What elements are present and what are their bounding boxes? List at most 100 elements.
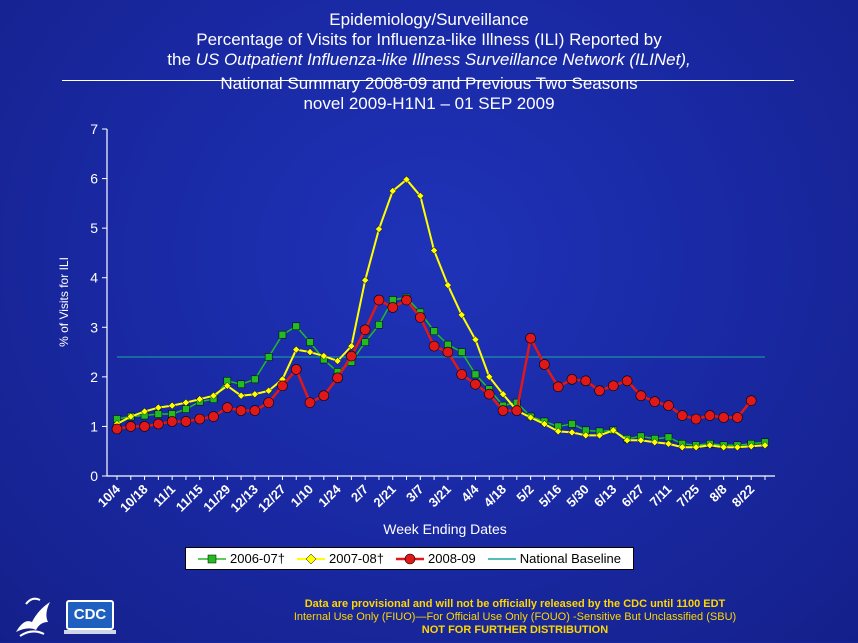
season-2006-07-point (361, 338, 369, 346)
season-2008-09-point (483, 388, 495, 400)
season-2007-08-point (182, 398, 190, 407)
chart-legend: 2006-07† 2007-08† 2008-09 National Basel… (185, 547, 634, 570)
x-tick-label: 7/25 (674, 482, 703, 511)
x-tick-label: 8/22 (729, 482, 758, 511)
season-2007-08-point (471, 335, 480, 344)
legend-item-2007-08: 2007-08† (297, 551, 384, 566)
season-2008-09-series (111, 294, 757, 435)
season-2008-09-line (116, 298, 753, 431)
season-2007-08-point (416, 192, 425, 200)
x-tick-label: 5/16 (536, 482, 565, 511)
season-2007-08-point (637, 436, 645, 445)
x-axis-title: Week Ending Dates (383, 521, 506, 537)
cdc-logo-text: CDC (66, 600, 114, 630)
x-tick-label: 3/21 (426, 482, 455, 511)
y-tick-label: 1 (90, 418, 98, 434)
footer-notice: Data are provisional and will not be off… (190, 598, 840, 637)
season-2006-07-point (251, 375, 259, 384)
season-2008-09-point (608, 380, 619, 392)
season-2008-09-point (194, 413, 206, 425)
x-tick-label: 5/2 (513, 482, 536, 505)
x-tick-label: 4/18 (481, 482, 510, 511)
season-2006-07-point (568, 420, 576, 428)
season-2007-08-point (650, 438, 659, 447)
y-tick-label: 3 (90, 319, 98, 335)
x-tick-label: 5/30 (563, 482, 592, 511)
season-2007-08-point (251, 390, 259, 399)
season-2008-09-point (139, 421, 150, 432)
season-2007-08-point (306, 348, 314, 356)
season-2008-09-point (180, 416, 192, 427)
season-2008-09-point (745, 395, 757, 406)
season-2006-07-point (430, 327, 438, 336)
x-tick-label: 3/7 (403, 482, 426, 505)
season-2007-08-point (126, 412, 135, 421)
season-2007-08-point (499, 390, 507, 399)
season-2008-09-point (277, 380, 288, 392)
x-tick-label: 7/11 (647, 482, 675, 510)
title-line-4: National Summary 2008-09 and Previous Tw… (220, 74, 638, 93)
legend-item-2008-09: 2008-09 (396, 551, 476, 566)
season-2008-09-point (153, 418, 164, 430)
legend-marker-line-icon (487, 557, 516, 560)
season-2008-09-point (263, 397, 274, 408)
season-2007-08-point (223, 381, 232, 390)
season-2006-07-point (264, 353, 273, 361)
season-2006-07-point (375, 321, 383, 329)
season-2007-08-point (595, 431, 604, 440)
season-2008-09-point (511, 405, 523, 416)
x-tick-label: 11/29 (200, 482, 233, 515)
legend-label-baseline: National Baseline (519, 551, 621, 566)
season-2008-09-point (663, 400, 674, 411)
season-2007-08-point (209, 391, 218, 400)
season-2007-08-point (168, 401, 177, 410)
season-2008-09-point (580, 375, 592, 387)
x-tick-label: 11/15 (173, 482, 206, 515)
season-2006-07-point (278, 330, 287, 339)
season-2007-08-point (609, 426, 618, 435)
season-2006-07-point (154, 410, 163, 418)
season-2007-08-point (430, 246, 438, 255)
season-2007-08-point (195, 395, 204, 404)
season-2008-09-point (166, 416, 178, 427)
footer-line-3: NOT FOR FURTHER DISTRIBUTION (421, 624, 609, 636)
x-tick-label: 12/27 (255, 482, 289, 516)
y-tick-label: 2 (90, 369, 98, 385)
season-2008-09-point (415, 312, 426, 323)
season-2007-08-point (664, 439, 673, 448)
season-2007-08-point (747, 442, 756, 451)
season-2006-07-line (116, 296, 766, 447)
season-2006-07-series (113, 293, 769, 450)
season-2008-09-point (221, 402, 233, 413)
season-2007-08-point (692, 443, 700, 452)
season-2007-08-point (444, 281, 452, 290)
season-2008-09-point (566, 374, 578, 385)
season-2007-08-point (292, 345, 301, 354)
season-2008-09-point (235, 405, 247, 416)
season-2007-08-point (733, 443, 742, 452)
season-2006-07-point (237, 380, 245, 389)
season-2007-08-point (761, 441, 769, 450)
season-2008-09-point (676, 410, 688, 421)
title-divider (62, 80, 794, 81)
season-2008-09-point (208, 411, 219, 422)
season-2007-08-point (402, 175, 411, 184)
footer-line-2: Internal Use Only (FIUO)—For Official Us… (293, 611, 737, 623)
legend-marker-square-icon (198, 554, 227, 563)
season-2008-09-point (401, 294, 412, 306)
season-2007-08-point (140, 407, 149, 416)
season-2007-08-point (623, 436, 631, 445)
season-2007-08-point (705, 441, 714, 450)
season-2008-09-point (359, 324, 371, 336)
season-2008-09-point (497, 405, 509, 416)
season-2008-09-point (332, 372, 343, 384)
season-2006-07-point (457, 348, 466, 356)
legend-label-2008-09: 2008-09 (428, 551, 476, 566)
season-2008-09-point (539, 359, 550, 370)
season-2007-08-point (485, 373, 494, 381)
title-line-1: Epidemiology/Surveillance (329, 10, 529, 29)
title-line-3: the US Outpatient Influenza-like Illness… (167, 50, 691, 69)
y-tick-label: 7 (90, 121, 98, 137)
